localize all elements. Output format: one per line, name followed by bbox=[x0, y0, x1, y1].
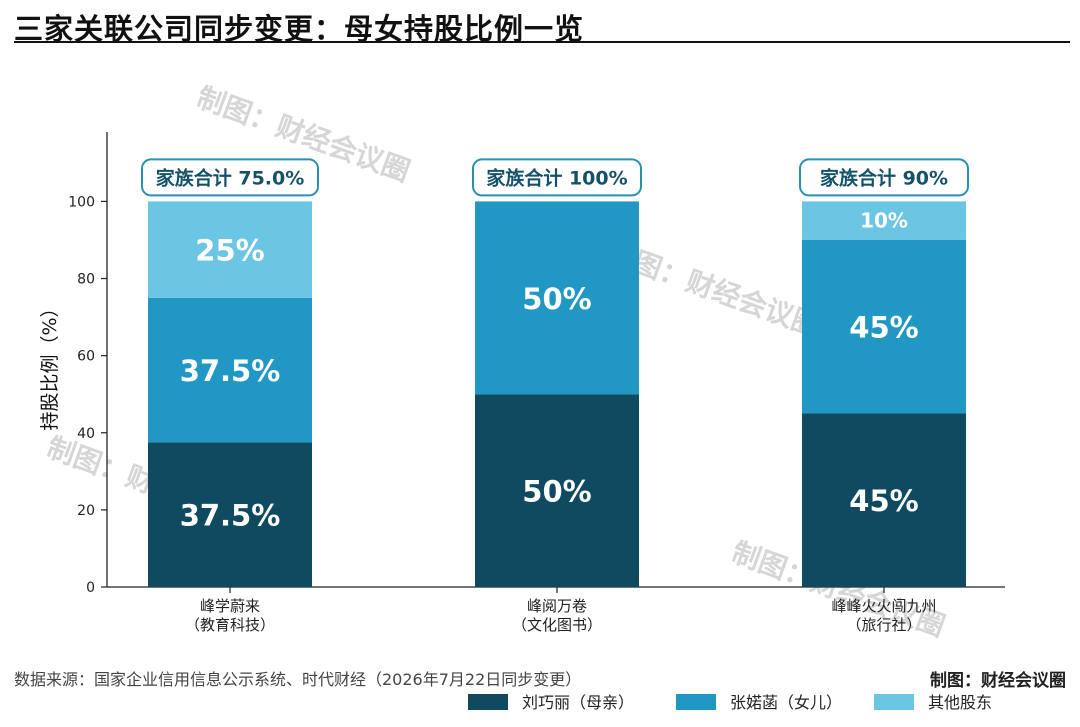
y-tick-label: 80 bbox=[77, 272, 95, 288]
bar-value-label: 37.5% bbox=[180, 499, 281, 533]
stacked-bar-chart: 制图：财经会议圈制图：财经会议圈制图：财经会议圈制图：财经会议圈02040608… bbox=[39, 81, 1005, 643]
bar-segment bbox=[148, 297, 312, 443]
bar-value-label: 37.5% bbox=[180, 354, 281, 388]
x-tick-label: 峰峰火火闯九州 bbox=[831, 597, 936, 615]
family-total-callout bbox=[141, 158, 319, 197]
bar-value-label: 50% bbox=[522, 475, 591, 509]
y-tick-label: 60 bbox=[77, 349, 95, 365]
legend-swatch bbox=[676, 694, 716, 710]
bar-value-label: 50% bbox=[522, 282, 591, 316]
x-tick-sublabel: （文化图书） bbox=[512, 616, 602, 634]
x-tick-sublabel: （教育科技） bbox=[185, 616, 275, 634]
family-total-label: 家族合计 100% bbox=[486, 166, 627, 189]
y-tick-label: 100 bbox=[68, 194, 95, 210]
bar-value-label: 25% bbox=[195, 234, 264, 268]
legend-label: 张婼菡（女儿） bbox=[730, 693, 843, 712]
bar-segment bbox=[802, 201, 966, 240]
y-axis-title: 持股比例（%） bbox=[39, 298, 61, 430]
bar-segment bbox=[475, 394, 639, 587]
bar-segment bbox=[475, 201, 639, 395]
bar-value-label: 45% bbox=[849, 484, 918, 518]
legend-swatch bbox=[874, 694, 914, 710]
chart-title: 三家关联公司同步变更：母女持股比例一览 bbox=[14, 12, 585, 46]
chart-credit: 制图：财经会议圈 bbox=[930, 671, 1066, 691]
bar-value-label: 10% bbox=[860, 209, 908, 233]
legend-label: 其他股东 bbox=[928, 693, 993, 712]
bar-value-label: 45% bbox=[849, 311, 918, 345]
title-underline bbox=[14, 41, 1070, 43]
chart-legend: 刘巧丽（母亲） 张婼菡（女儿） 其他股东 bbox=[0, 689, 1080, 713]
family-total-label: 家族合计 90% bbox=[820, 166, 948, 189]
data-source-note: 数据来源：国家企业信用信息公示系统、时代财经（2026年7月22日同步变更） bbox=[14, 670, 582, 689]
x-tick-sublabel: （旅行社） bbox=[846, 616, 921, 634]
family-total-label: 家族合计 75.0% bbox=[156, 166, 305, 189]
legend-label: 刘巧丽（母亲） bbox=[522, 693, 635, 712]
y-tick-label: 40 bbox=[77, 426, 95, 442]
bar-segment bbox=[148, 442, 312, 587]
x-tick-label: 峰阅万卷 bbox=[527, 597, 587, 615]
legend-swatch bbox=[468, 694, 508, 710]
bar-segment bbox=[802, 413, 966, 587]
family-total-callout bbox=[799, 158, 969, 197]
x-tick-label: 峰学蔚来 bbox=[200, 597, 260, 615]
bar-segment bbox=[802, 239, 966, 414]
y-tick-label: 0 bbox=[86, 580, 95, 596]
family-total-callout bbox=[472, 158, 642, 197]
y-tick-label: 20 bbox=[77, 503, 95, 519]
bar-segment bbox=[148, 201, 312, 298]
